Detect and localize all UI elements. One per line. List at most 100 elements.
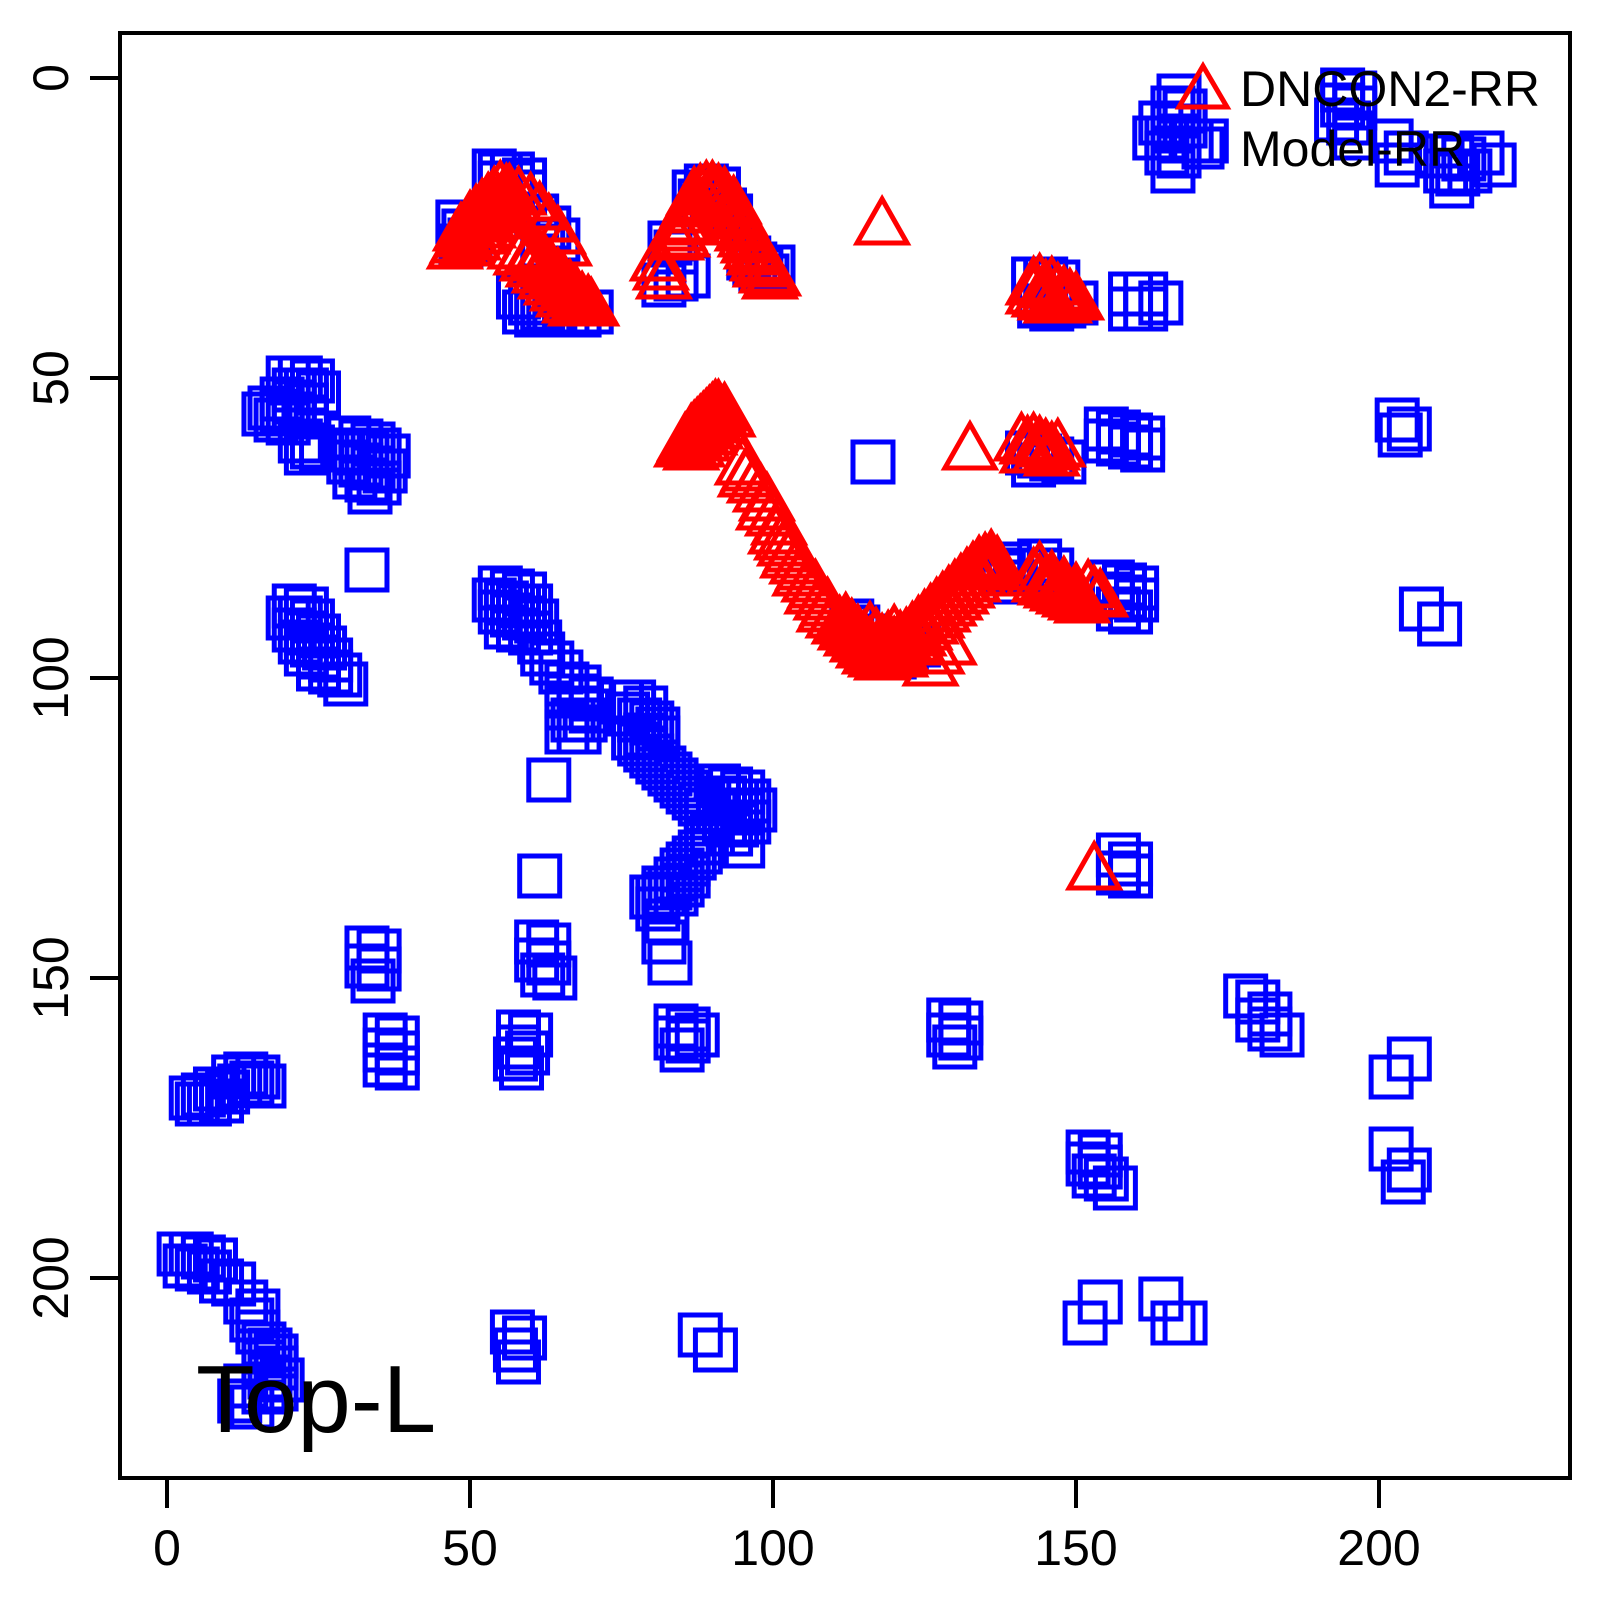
axes: 0 50 100 150 200 0 50 100 150 200 <box>23 64 1421 1576</box>
data-point-square <box>492 1036 538 1082</box>
data-point-square <box>665 1018 711 1064</box>
data-point-triangle <box>437 214 497 267</box>
data-point-square <box>1123 286 1169 332</box>
data-point-triangle <box>1022 424 1082 477</box>
data-point-square <box>229 1060 275 1106</box>
data-point-triangle <box>501 169 560 222</box>
data-point-triangle <box>940 418 1000 471</box>
data-point-square <box>162 1243 208 1289</box>
data-point-triangle <box>919 613 979 666</box>
data-point-square <box>677 1312 723 1358</box>
data-point-triangle <box>1004 262 1063 315</box>
data-point-square <box>1083 1156 1129 1202</box>
data-point-square <box>241 1063 287 1109</box>
data-point-square <box>647 940 693 986</box>
data-point-square <box>502 1315 548 1361</box>
data-point-square <box>492 1327 538 1373</box>
data-point-square <box>350 958 396 1004</box>
x-axis-tick-label: 200 <box>1337 1520 1420 1576</box>
data-point-square <box>938 1015 984 1061</box>
data-point-triangle <box>634 247 694 300</box>
data-point-square <box>526 757 572 803</box>
x-axis-tick-label: 100 <box>731 1520 814 1576</box>
data-point-triangle <box>1010 538 1069 591</box>
data-point-square <box>347 469 393 515</box>
data-point-square <box>186 1249 232 1295</box>
data-point-square <box>1368 1054 1414 1100</box>
data-point-square <box>1150 1300 1196 1346</box>
data-point-square <box>344 943 390 989</box>
data-point-square <box>505 1030 551 1076</box>
data-point-triangle <box>1016 268 1075 321</box>
data-point-square <box>483 604 529 650</box>
data-point-square <box>308 649 354 695</box>
data-point-square <box>495 1339 541 1385</box>
data-point-square <box>1259 1012 1305 1058</box>
data-point-square <box>356 460 402 506</box>
data-point-square <box>1095 850 1141 896</box>
data-point-square <box>1377 412 1423 458</box>
data-point-square <box>499 1045 545 1091</box>
data-point-triangle <box>740 247 800 300</box>
data-point-triangle <box>1010 412 1069 465</box>
x-axis-tick-label: 150 <box>1034 1520 1117 1576</box>
data-point-square <box>374 1045 420 1091</box>
data-point-square <box>674 1012 720 1058</box>
legend-model-square-icon <box>1181 126 1225 170</box>
data-point-square <box>374 1015 420 1061</box>
data-point-square <box>692 1327 738 1373</box>
data-point-triangle <box>1046 559 1106 612</box>
data-point-triangle <box>967 532 1027 585</box>
legend-dncon2-triangle-icon <box>1174 61 1232 110</box>
y-axis-tick-label: 150 <box>23 936 79 1019</box>
plot-border <box>118 31 1572 1480</box>
data-point-square <box>1386 406 1432 452</box>
data-point-square <box>1459 130 1505 176</box>
data-point-square <box>1156 133 1202 179</box>
y-axis-tick-label: 200 <box>23 1236 79 1319</box>
x-axis-tick-label: 50 <box>442 1520 498 1576</box>
y-axis-tick-label: 50 <box>23 350 79 406</box>
data-point-square <box>323 661 369 707</box>
data-point-square <box>1332 115 1378 161</box>
data-point-square <box>1108 841 1154 887</box>
data-point-square <box>344 457 390 503</box>
data-point-square <box>520 952 566 998</box>
data-point-square <box>532 955 578 1001</box>
data-point-square <box>1150 148 1196 194</box>
corner-label-top-l: Top-L <box>196 1346 436 1453</box>
data-point-square <box>1417 601 1463 647</box>
data-point-square <box>1162 1300 1208 1346</box>
legend: DNCON2-RR Model-RR <box>1174 61 1540 177</box>
data-point-triangle <box>683 157 742 210</box>
data-point-square <box>317 652 363 698</box>
data-point-square <box>235 1054 281 1100</box>
data-point-triangle <box>561 274 621 327</box>
data-point-square <box>1374 397 1420 443</box>
data-point-square <box>850 439 896 485</box>
data-point-square <box>1092 1165 1138 1211</box>
data-point-triangle <box>852 193 912 246</box>
data-point-square <box>932 1024 978 1070</box>
data-point-square <box>1235 997 1281 1043</box>
data-point-triangle <box>661 418 721 471</box>
data-point-square <box>1095 421 1141 467</box>
data-point-square <box>217 1378 263 1424</box>
data-point-triangle <box>1070 565 1130 618</box>
legend-model-label: Model-RR <box>1240 121 1465 177</box>
model-rr-points <box>156 67 1517 1430</box>
data-point-square <box>356 946 402 992</box>
data-point-square <box>1120 427 1166 473</box>
data-point-square <box>629 874 675 920</box>
data-point-square <box>1380 1159 1426 1205</box>
data-point-triangle <box>955 538 1015 591</box>
y-axis-tick-label: 0 <box>23 64 79 92</box>
data-point-square <box>1386 1147 1432 1193</box>
data-point-square <box>332 454 378 500</box>
data-point-square <box>223 1363 269 1409</box>
data-point-square <box>1138 280 1184 326</box>
data-point-square <box>635 886 681 932</box>
data-point-square <box>1247 1006 1293 1052</box>
